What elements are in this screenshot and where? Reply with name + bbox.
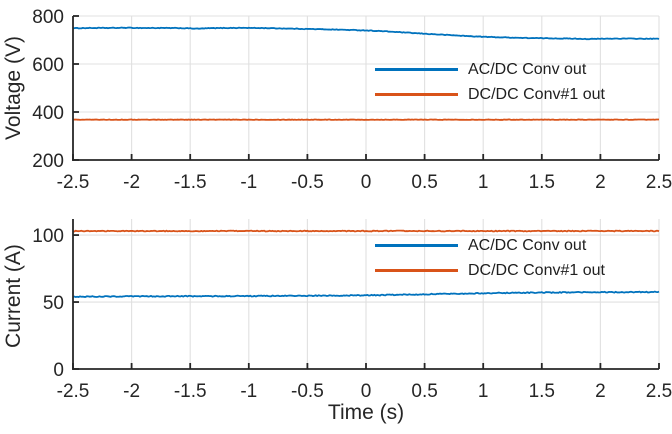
- dcdc-line-swatch: [375, 269, 458, 272]
- y-tick-label: 100: [32, 226, 64, 247]
- x-tick-label: -1: [240, 381, 257, 402]
- x-tick-label: 2: [595, 172, 606, 193]
- x-tick-label: 1.5: [529, 172, 555, 193]
- legend-item-dcdc-voltage: DC/DC Conv#1 out: [375, 83, 605, 106]
- legend-item-acdc-voltage: AC/DC Conv out: [375, 58, 605, 81]
- series-line-0: [72, 290, 660, 298]
- x-tick-label: -2.5: [57, 172, 90, 193]
- x-tick-label: 2.5: [646, 381, 672, 402]
- x-tick-label: 1.5: [529, 381, 555, 402]
- x-tick-label: 0.5: [411, 172, 437, 193]
- x-tick-label: 2.5: [646, 172, 672, 193]
- x-tick-label: -2: [123, 172, 140, 193]
- time-axis-label: Time (s): [327, 401, 405, 424]
- y-tick-label: 600: [32, 55, 64, 76]
- series-line-0: [72, 26, 660, 41]
- voltage-axis-label: Voltage (V): [2, 36, 25, 140]
- x-tick-label: -1: [240, 172, 257, 193]
- legend-item-acdc-current: AC/DC Conv out: [375, 234, 605, 257]
- x-tick-label: 1: [478, 381, 489, 402]
- voltage-legend: AC/DC Conv out DC/DC Conv#1 out: [375, 58, 605, 106]
- x-tick-label: 0: [361, 381, 372, 402]
- legend-label-acdc: AC/DC Conv out: [468, 60, 587, 78]
- y-tick-label: 0: [53, 360, 64, 381]
- current-legend: AC/DC Conv out DC/DC Conv#1 out: [375, 234, 605, 282]
- legend-label-dcdc: DC/DC Conv#1 out: [468, 261, 605, 279]
- x-tick-label: -0.5: [291, 172, 324, 193]
- y-tick-label: 800: [32, 7, 64, 28]
- legend-item-dcdc-current: DC/DC Conv#1 out: [375, 259, 605, 282]
- x-tick-label: -1.5: [174, 381, 207, 402]
- y-tick-label: 200: [32, 151, 64, 172]
- series-line-1: [72, 229, 660, 233]
- x-tick-label: 0: [361, 172, 372, 193]
- acdc-line-swatch: [375, 244, 458, 247]
- current-axis-label: Current (A): [2, 244, 25, 348]
- x-tick-label: -2: [123, 381, 140, 402]
- x-tick-label: 0.5: [411, 381, 437, 402]
- dcdc-line-swatch: [375, 93, 458, 96]
- x-tick-label: -0.5: [291, 381, 324, 402]
- x-tick-label: -1.5: [174, 172, 207, 193]
- legend-label-acdc: AC/DC Conv out: [468, 236, 587, 254]
- y-tick-label: 400: [32, 103, 64, 124]
- x-tick-label: -2.5: [57, 381, 90, 402]
- x-tick-label: 1: [478, 172, 489, 193]
- y-tick-label: 50: [43, 293, 64, 314]
- x-tick-label: 2: [595, 381, 606, 402]
- acdc-line-swatch: [375, 68, 458, 71]
- legend-label-dcdc: DC/DC Conv#1 out: [468, 85, 605, 103]
